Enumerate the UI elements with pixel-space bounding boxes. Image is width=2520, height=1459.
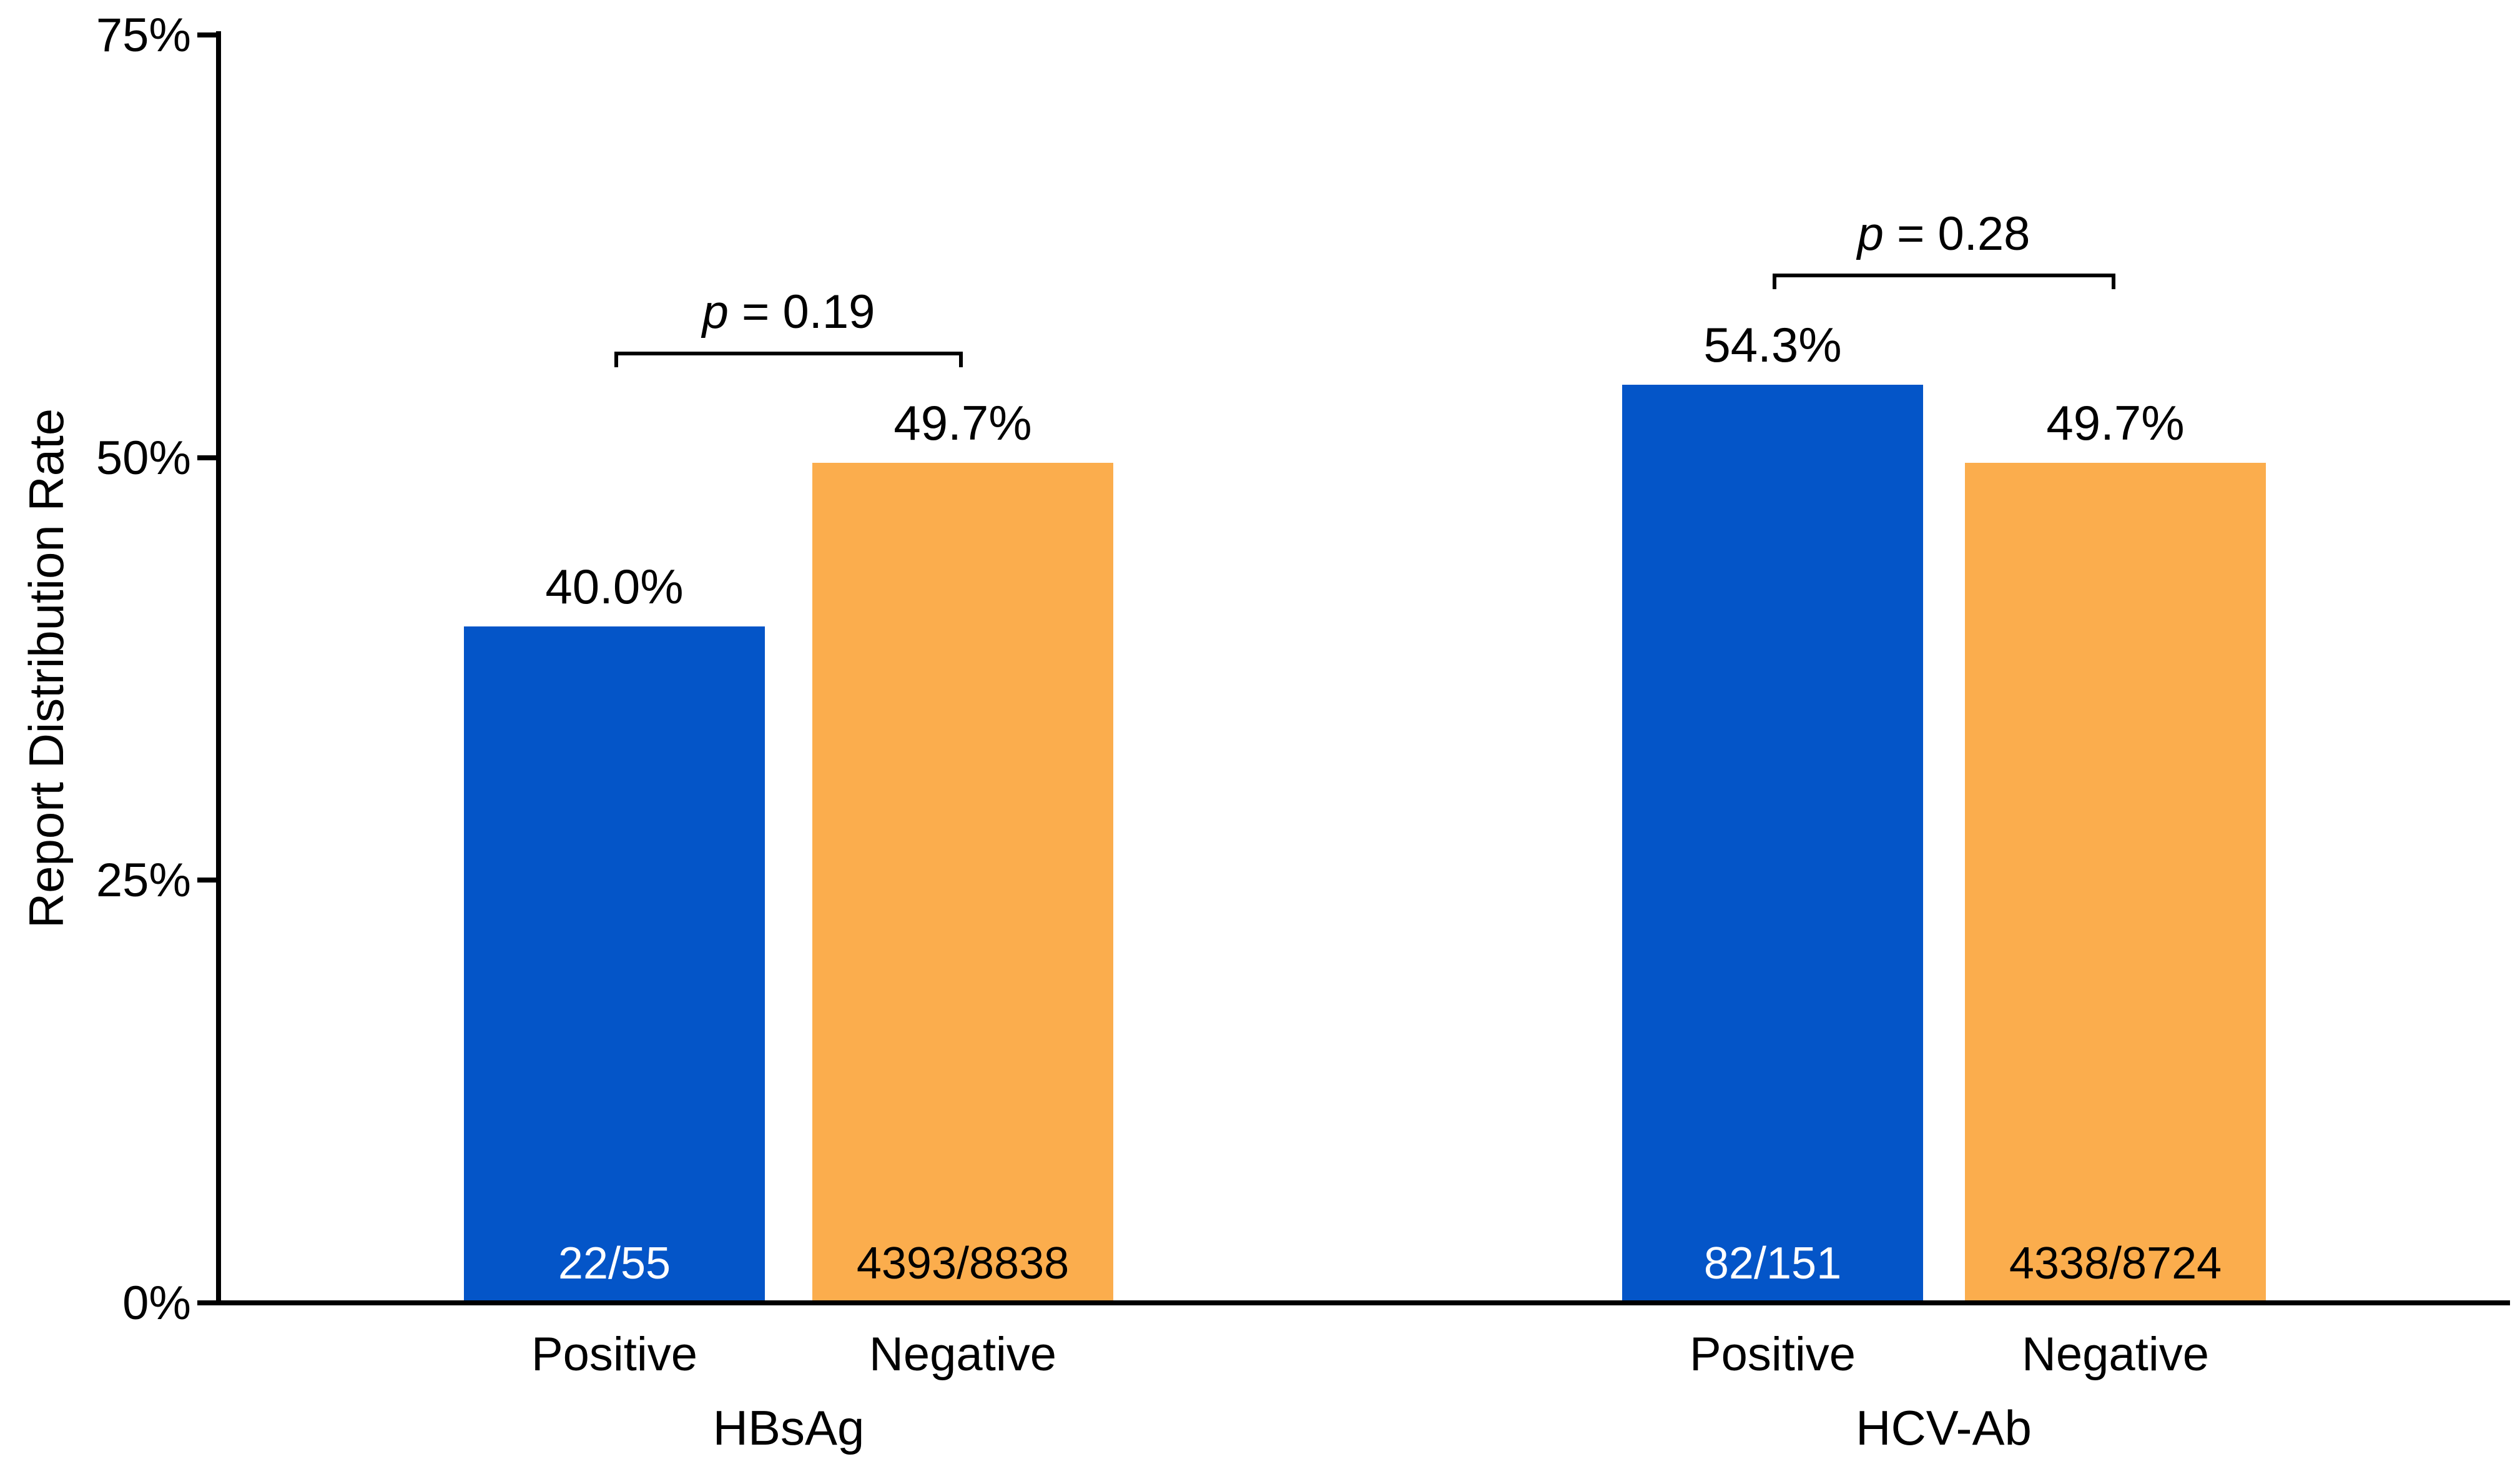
- y-tick: [197, 455, 216, 460]
- y-tick: [197, 878, 216, 883]
- y-tick-label: 0%: [122, 1276, 191, 1330]
- bar-value-label: 49.7%: [893, 395, 1032, 450]
- p-value-label: p = 0.28: [1694, 191, 2193, 261]
- bar-value-label: 54.3%: [1703, 317, 1842, 372]
- p-symbol: p: [1857, 207, 1884, 260]
- group-label: HCV-Ab: [1856, 1400, 2032, 1455]
- y-tick: [197, 32, 216, 37]
- p-value-text: = 0.19: [728, 285, 875, 339]
- p-value-label: p = 0.19: [539, 269, 1038, 339]
- bar-fraction-label: 22/55: [558, 1239, 671, 1288]
- bar-value-label: 40.0%: [545, 559, 684, 614]
- group-label: HBsAg: [712, 1400, 865, 1455]
- p-value-text: = 0.28: [1883, 207, 2030, 260]
- bar-hbsag-positive: [464, 626, 765, 1303]
- category-label: Positive: [1689, 1327, 1856, 1381]
- significance-bracket: [614, 352, 963, 367]
- p-symbol: p: [702, 285, 729, 339]
- bar-hcv-ab-positive: [1622, 385, 1923, 1303]
- y-tick-label: 50%: [96, 431, 191, 485]
- bar-fraction-label: 4338/8724: [2009, 1239, 2222, 1288]
- bar-fraction-label: 82/151: [1703, 1239, 1842, 1288]
- category-label: Negative: [869, 1327, 1056, 1381]
- y-tick-label: 25%: [96, 853, 191, 907]
- x-axis-line: [216, 1300, 2510, 1305]
- category-label: Positive: [531, 1327, 698, 1381]
- significance-bracket: [1773, 274, 2115, 289]
- bar-hcv-ab-negative: [1965, 463, 2266, 1303]
- category-label: Negative: [2022, 1327, 2209, 1381]
- bar-fraction-label: 4393/8838: [856, 1239, 1070, 1288]
- y-axis-line: [216, 31, 221, 1305]
- bar-hbsag-negative: [812, 463, 1113, 1303]
- y-axis-title: Report Distribution Rate: [18, 408, 74, 929]
- y-tick-label: 75%: [96, 8, 191, 62]
- bar-value-label: 49.7%: [2046, 395, 2185, 450]
- y-tick: [197, 1300, 216, 1305]
